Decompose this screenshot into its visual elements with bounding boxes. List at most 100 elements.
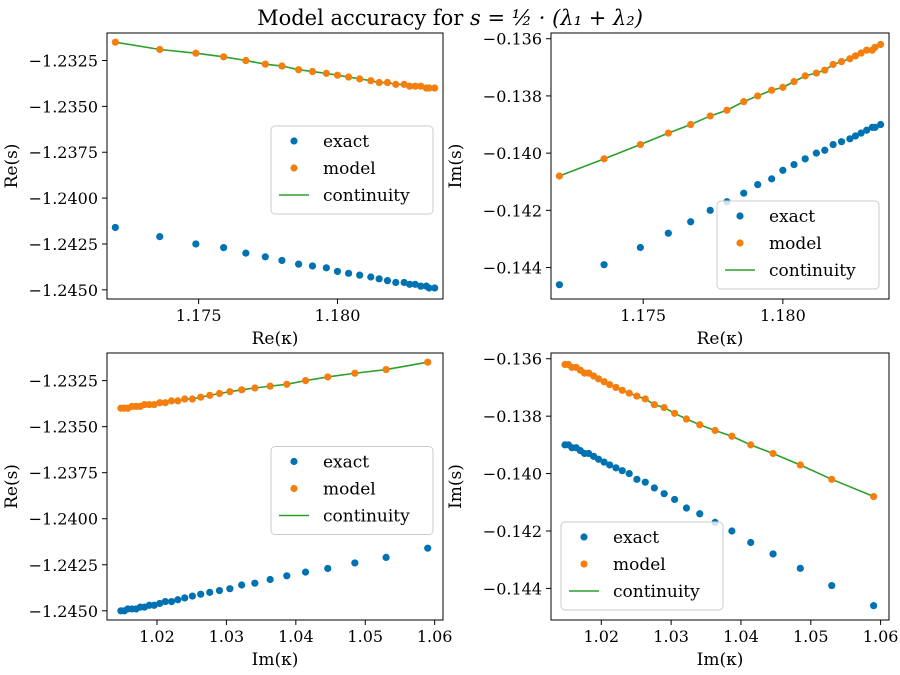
- point-model: [392, 80, 400, 88]
- legend-swatch-model: [736, 239, 744, 247]
- point-exact: [295, 260, 303, 268]
- point-model: [167, 397, 176, 405]
- point-model: [769, 449, 777, 458]
- point-model: [156, 45, 164, 54]
- point-exact: [779, 166, 787, 174]
- point-model: [283, 380, 291, 388]
- point-model: [411, 82, 419, 90]
- legend-label-exact: exact: [769, 207, 815, 227]
- legend-swatch-exact: [290, 457, 298, 466]
- point-model: [660, 403, 668, 412]
- plot-area: [561, 360, 878, 610]
- point-model: [266, 382, 274, 390]
- point-exact: [829, 140, 837, 149]
- x-tick-label: 1.02: [139, 627, 175, 646]
- point-model: [641, 395, 649, 403]
- y-tick-label: −1.2425: [29, 235, 98, 254]
- point-exact: [821, 146, 829, 154]
- point-model: [801, 72, 809, 80]
- point-model: [425, 84, 433, 92]
- point-exact: [283, 572, 291, 580]
- x-tick-label: 1.06: [863, 627, 899, 646]
- legend-label-exact: exact: [613, 528, 659, 548]
- point-exact: [740, 189, 748, 197]
- panel-1: 1.175 1.180 −1.2325 −1.2350 −1.2375 −1.2400 −1…: [2, 32, 444, 349]
- point-model: [837, 58, 846, 66]
- point-model: [600, 155, 608, 163]
- point-model: [161, 399, 169, 407]
- point-model: [324, 373, 332, 381]
- point-model: [696, 421, 704, 429]
- point-exact: [754, 180, 762, 189]
- point-model: [664, 129, 672, 137]
- point-model: [156, 399, 164, 407]
- point-model: [278, 62, 286, 70]
- point-exact: [851, 132, 860, 140]
- point-model: [322, 69, 330, 77]
- point-exact: [837, 138, 846, 146]
- point-exact: [687, 218, 695, 226]
- y-tick-label: −0.138: [483, 87, 542, 106]
- y-tick-label: −1.2325: [29, 372, 98, 391]
- point-exact: [431, 284, 439, 292]
- point-exact: [641, 478, 649, 486]
- point-exact: [322, 264, 330, 272]
- point-model: [417, 82, 425, 90]
- y-tick-label: −1.2450: [29, 602, 98, 621]
- point-exact: [382, 553, 390, 561]
- legend: exact model continuity: [270, 446, 434, 535]
- legend-box: [716, 200, 880, 290]
- point-exact: [251, 579, 259, 587]
- point-exact: [424, 544, 432, 552]
- point-exact: [696, 510, 704, 518]
- point-exact: [747, 538, 755, 547]
- figure-title-text: Model accuracy for: [257, 6, 470, 30]
- point-exact: [796, 564, 804, 572]
- point-exact: [846, 135, 854, 143]
- point-exact: [636, 243, 644, 252]
- y-tick-label: −0.136: [483, 30, 542, 49]
- point-model: [382, 365, 390, 374]
- point-exact: [324, 564, 332, 573]
- point-exact: [400, 278, 408, 287]
- point-model: [812, 69, 820, 77]
- point-model: [728, 432, 736, 440]
- point-exact: [650, 484, 658, 492]
- point-exact: [706, 206, 714, 214]
- x-axis-label: Re(κ): [252, 329, 299, 349]
- x-tick-label: 1.03: [209, 627, 245, 646]
- x-tick-label: 1.175: [176, 306, 222, 325]
- y-tick-label: −1.2425: [29, 556, 98, 575]
- point-model: [846, 55, 854, 63]
- point-exact: [167, 597, 176, 606]
- point-exact: [333, 267, 342, 276]
- legend: exact model continuity: [560, 521, 724, 611]
- panel-2: 1.175 1.180 −0.136 −0.138 −0.140 −0.142 −0.144…: [446, 30, 890, 349]
- legend-swatch-model: [580, 560, 588, 568]
- point-model: [344, 73, 353, 81]
- x-tick-label: 1.04: [723, 627, 759, 646]
- point-exact: [266, 575, 274, 584]
- point-exact: [417, 282, 425, 290]
- point-model: [682, 415, 691, 423]
- legend-label-exact: exact: [323, 132, 369, 152]
- point-exact: [156, 599, 164, 608]
- y-tick-label: −1.2375: [29, 143, 98, 162]
- point-model: [308, 67, 317, 76]
- y-tick-label: −1.2350: [29, 418, 98, 437]
- panel-3: 1.02 1.03 1.04 1.05 1.06 −1.2325 −1.2350 −1.237…: [2, 352, 452, 670]
- point-model: [181, 395, 189, 403]
- point-model: [375, 78, 383, 87]
- point-exact: [411, 280, 419, 288]
- legend-label-exact: exact: [323, 453, 369, 473]
- point-model: [206, 391, 214, 399]
- point-exact: [871, 123, 879, 131]
- figure-title: Model accuracy for s = ½ · (λ₁ + λ₂): [257, 6, 643, 30]
- axes-frame: [106, 32, 444, 300]
- point-exact: [728, 527, 736, 535]
- x-tick-label: 1.02: [583, 627, 619, 646]
- legend-box: [560, 521, 724, 611]
- legend-label-continuity: continuity: [323, 507, 410, 527]
- point-exact: [156, 233, 164, 241]
